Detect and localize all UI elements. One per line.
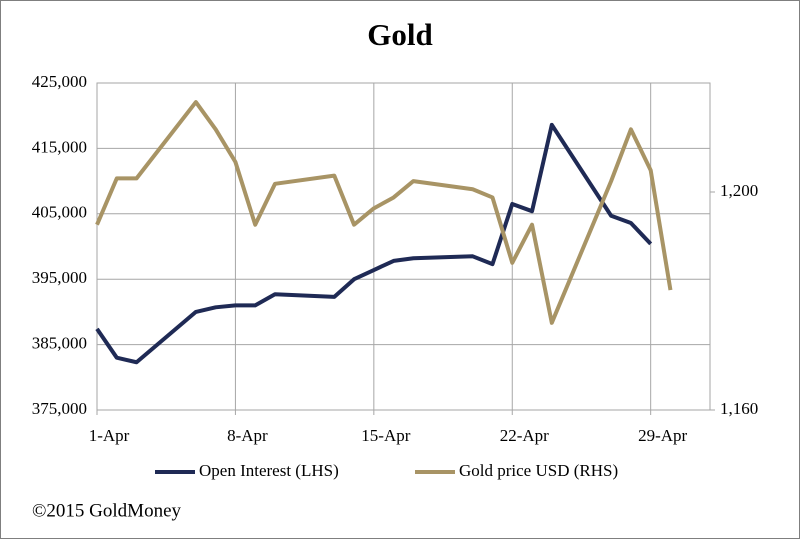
y2-tick-label: 1,200 — [720, 181, 758, 200]
legend-label: Gold price USD (RHS) — [459, 461, 618, 480]
y2-tick-label: 1,160 — [720, 399, 758, 418]
chart-title: Gold — [367, 17, 432, 52]
x-tick-label: 15-Apr — [361, 426, 410, 445]
x-tick-label: 1-Apr — [89, 426, 130, 445]
y-tick-label: 385,000 — [32, 334, 87, 353]
series-line — [95, 100, 673, 325]
y-tick-label: 415,000 — [32, 137, 87, 156]
y-tick-label: 405,000 — [32, 203, 87, 222]
y-tick-label: 395,000 — [32, 268, 87, 287]
x-tick-label: 8-Apr — [227, 426, 268, 445]
series-line — [95, 122, 653, 365]
legend-label: Open Interest (LHS) — [199, 461, 339, 480]
footer: ©2015 GoldMoney — [32, 500, 182, 521]
y-tick-label: 425,000 — [32, 72, 87, 91]
x-tick-label: 22-Apr — [500, 426, 549, 445]
x-tick-label: 29-Apr — [638, 426, 687, 445]
y-tick-label: 375,000 — [32, 399, 87, 418]
